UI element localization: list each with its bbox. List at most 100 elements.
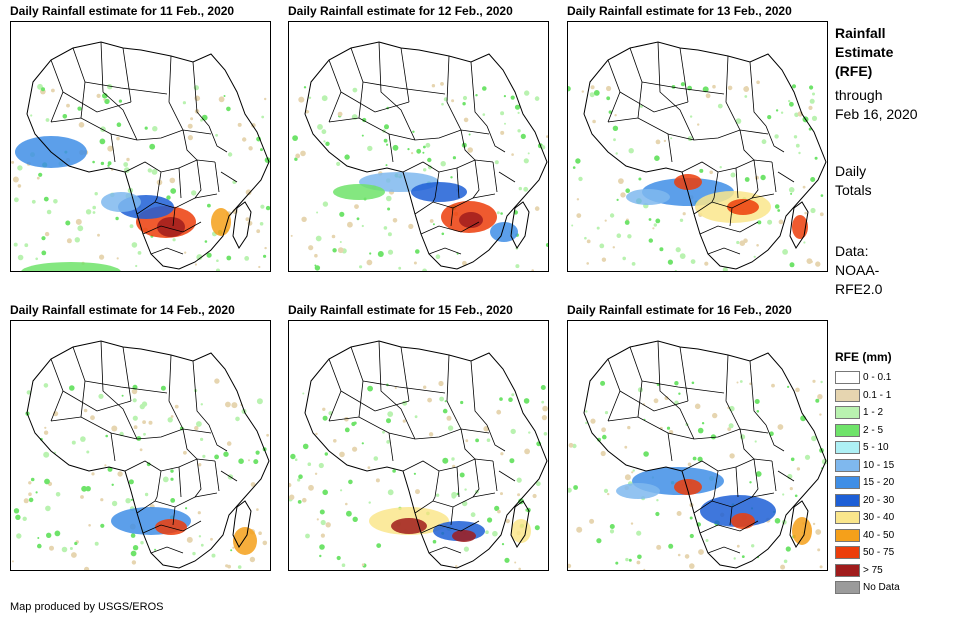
legend-label: 0.1 - 1 (863, 389, 892, 401)
rain-cell (345, 502, 348, 506)
rain-cell (794, 494, 798, 498)
rain-cell (408, 223, 414, 229)
rain-cell (123, 162, 129, 167)
rain-cell (589, 92, 595, 98)
rain-cell (256, 398, 263, 405)
rain-cell (196, 254, 203, 261)
country-border (777, 470, 795, 482)
country-border (699, 221, 759, 235)
rain-cell (38, 172, 43, 177)
rain-cell (803, 241, 806, 244)
rain-cell (604, 219, 607, 222)
rain-cell (701, 422, 705, 425)
rain-cell (261, 115, 265, 119)
rain-cell (431, 84, 436, 88)
rain-cell (352, 516, 358, 522)
legend-label: No Data (863, 582, 900, 594)
legend-label: 20 - 30 (863, 494, 895, 506)
rain-cell (200, 437, 204, 441)
country-border (220, 470, 238, 482)
rain-cell (625, 557, 629, 562)
rain-cell (223, 95, 226, 97)
rain-cell (627, 234, 632, 239)
country-border (122, 47, 132, 103)
rain-cell (245, 189, 252, 196)
rain-cell (148, 420, 153, 425)
legend-item: 0 - 0.1 (835, 369, 900, 387)
rain-cell (367, 466, 371, 469)
rain-cell (202, 454, 206, 458)
rain-cell (475, 94, 478, 97)
rain-cell (107, 164, 110, 167)
rain-cell (407, 148, 410, 151)
daily-totals-label: Daily Totals (835, 162, 872, 200)
map-panel-13-feb: Daily Rainfall estimate for 13 Feb., 202… (567, 3, 828, 272)
rain-cell (514, 561, 517, 564)
rain-cell (643, 451, 649, 457)
rain-cell (17, 184, 22, 188)
rain-cell (590, 85, 595, 90)
rain-cell (727, 427, 732, 431)
rain-cell (13, 508, 20, 514)
legend-item: 5 - 10 (835, 439, 900, 457)
rain-cell (81, 485, 87, 492)
rain-cell (92, 205, 96, 210)
country-border (208, 424, 228, 452)
rain-cell (791, 84, 797, 89)
rain-cell (387, 249, 394, 255)
rain-cell (294, 157, 298, 161)
rain-cell (756, 244, 759, 247)
country-border (777, 171, 795, 183)
rain-cell (170, 469, 174, 473)
title-line: (RFE) (835, 63, 873, 79)
rain-cell (386, 195, 392, 202)
rain-cell (596, 538, 602, 544)
rain-cell (652, 227, 655, 230)
map-frame (10, 21, 271, 272)
country-border (707, 546, 741, 554)
rain-patch (211, 208, 231, 236)
rain-cell (197, 511, 201, 515)
rain-cell (429, 219, 434, 223)
rain-cell (170, 415, 174, 418)
rain-cell (206, 252, 212, 258)
rain-cell (694, 403, 701, 410)
country-border (362, 380, 446, 394)
rain-cell (820, 380, 823, 384)
rain-cell (787, 385, 790, 388)
map-series-title: Rainfall Estimate (RFE) (835, 24, 893, 81)
country-border (340, 390, 410, 412)
country-border (110, 133, 116, 163)
rain-cell (341, 563, 346, 567)
rain-cell (204, 240, 208, 243)
rain-cell (83, 408, 88, 413)
rain-cell (315, 235, 322, 242)
rain-cell (77, 106, 82, 111)
rain-cell (679, 253, 686, 259)
rain-cell (428, 432, 434, 437)
rain-cell (43, 383, 49, 388)
country-border (681, 458, 773, 472)
rain-cell (486, 438, 491, 442)
rain-cell (817, 394, 823, 400)
rain-cell (710, 434, 716, 440)
rain-cell (810, 177, 816, 182)
rain-cell (736, 240, 740, 245)
rain-cell (321, 129, 327, 135)
rain-cell (415, 249, 420, 254)
country-border (749, 61, 767, 127)
rain-cell (576, 526, 583, 533)
rain-cell (160, 385, 166, 391)
rain-cell (705, 539, 709, 542)
rain-cell (622, 256, 626, 261)
rain-cell (540, 385, 546, 390)
madagascar-outline (232, 500, 252, 548)
rain-cell (543, 432, 548, 436)
rain-cell (749, 382, 752, 386)
country-border (84, 81, 168, 95)
rain-cell (225, 564, 229, 568)
country-border (693, 129, 769, 141)
rain-cell (780, 111, 784, 114)
rain-cell (505, 519, 510, 524)
rain-cell (152, 126, 158, 132)
